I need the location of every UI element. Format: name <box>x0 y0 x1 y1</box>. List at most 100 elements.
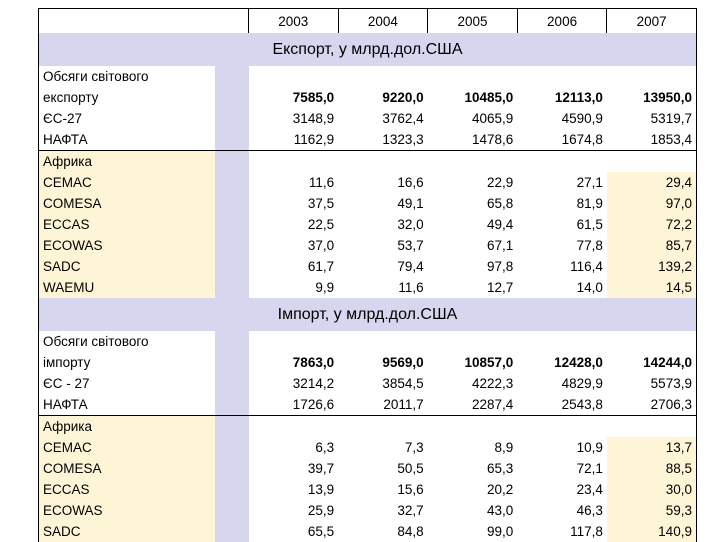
world-value: 13950,0 <box>606 87 697 108</box>
africa-row-value: 61,7 <box>307 259 335 274</box>
world-value: 7585,0 <box>292 90 335 105</box>
stripe-header-cell <box>214 8 249 33</box>
empty-cell <box>517 66 607 87</box>
world-label: Обсяги світового <box>38 331 215 352</box>
empty-cell <box>427 150 518 172</box>
table-row: CEMAC 11,6 16,6 22,9 27,1 29,4 <box>38 172 697 193</box>
table-row: ECOWAS 25,9 32,7 43,0 46,3 59,3 <box>38 500 697 521</box>
empty-cell <box>427 415 518 437</box>
world-value: 9220,0 <box>382 90 424 105</box>
africa-row-value: 116,4 <box>570 259 603 274</box>
world-value: 14244,0 <box>606 352 697 373</box>
world-value: 10485,0 <box>464 90 514 105</box>
row-value: 1323,3 <box>382 132 424 147</box>
stripe-cell <box>214 193 249 214</box>
row-value: 3214,2 <box>292 376 335 391</box>
africa-row-value: 81,9 <box>576 196 603 211</box>
empty-cell <box>248 150 339 172</box>
year-header: 2005 <box>427 8 518 33</box>
africa-row-label: CEMAC <box>38 172 215 193</box>
africa-row-value: 67,1 <box>487 238 514 253</box>
stripe-cell <box>214 394 249 416</box>
africa-row-label: ECOWAS <box>38 500 215 521</box>
africa-row-value: 72,2 <box>606 214 697 235</box>
stripe-cell <box>214 437 249 458</box>
row-label: ЄС - 27 <box>38 373 215 394</box>
trade-table: 2003 2004 2005 2006 2007 Експорт, у млрд.дол.… <box>38 8 697 542</box>
row-value: 3148,9 <box>292 111 335 126</box>
africa-row-value: 32,0 <box>397 217 424 232</box>
world-label: Обсяги світового <box>38 66 215 87</box>
africa-row-value: 22,5 <box>307 217 335 232</box>
year-header: 2006 <box>516 8 607 33</box>
stripe-cell <box>214 256 249 277</box>
stripe-cell <box>214 150 249 172</box>
africa-row-value: 46,3 <box>576 503 603 518</box>
world-label-line2: експорту <box>38 87 215 108</box>
africa-row-value: 85,7 <box>606 235 697 256</box>
stripe-cell <box>214 172 249 193</box>
row-value: 1162,9 <box>293 132 335 147</box>
table-row: COMESA 37,5 49,1 65,8 81,9 97,0 <box>38 193 697 214</box>
africa-row-value: 22,9 <box>487 175 514 190</box>
empty-cell <box>428 66 518 87</box>
africa-row-value: 7,3 <box>404 440 424 455</box>
export-section-header: Експорт, у млрд.дол.США <box>38 33 697 66</box>
world-value: 10857,0 <box>464 355 514 370</box>
africa-row-label: ECOWAS <box>38 235 215 256</box>
row-value: 3854,5 <box>382 376 424 391</box>
africa-row-value: 11,6 <box>398 280 424 295</box>
import-world-label-row: Обсяги світового <box>38 331 697 352</box>
stripe-cell <box>214 129 249 151</box>
import-section-title: Імпорт, у млрд.дол.США <box>38 298 697 331</box>
africa-row-value: 117,8 <box>570 524 603 539</box>
world-value: 12113,0 <box>554 90 603 105</box>
africa-row-value: 72,1 <box>576 461 603 476</box>
africa-row-value: 37,0 <box>307 238 335 253</box>
stripe-cell <box>214 331 249 352</box>
row-value: 3762,4 <box>382 111 424 126</box>
table-row: CEMAC 6,3 7,3 8,9 10,9 13,7 <box>38 437 697 458</box>
row-value: 2287,4 <box>471 397 514 412</box>
year-header-row: 2003 2004 2005 2006 2007 <box>38 8 697 33</box>
table-row: НАФТА 1162,9 1323,3 1478,6 1674,8 1853,4 <box>38 129 697 151</box>
africa-row-value: 27,1 <box>576 175 603 190</box>
africa-label: Африка <box>38 150 215 172</box>
africa-row-label: COMESA <box>38 458 215 479</box>
africa-row-value: 29,4 <box>606 172 697 193</box>
table-row: НАФТА 1726,6 2011,7 2287,4 2543,8 2706,3 <box>38 394 697 416</box>
row-value: 4829,9 <box>561 376 603 391</box>
africa-row-value: 10,9 <box>576 440 603 455</box>
empty-cell <box>249 331 339 352</box>
empty-cell <box>606 66 697 87</box>
world-value: 12428,0 <box>554 355 603 370</box>
import-africa-label-row: Африка <box>38 415 697 437</box>
stripe-cell <box>214 87 249 108</box>
africa-row-value: 43,0 <box>487 503 514 518</box>
empty-cell <box>517 331 607 352</box>
stripe-cell <box>214 108 249 129</box>
stripe-cell <box>214 277 249 298</box>
year-header: 2004 <box>337 8 428 33</box>
empty-cell <box>338 66 428 87</box>
stripe-cell <box>214 352 249 373</box>
africa-row-value: 25,9 <box>307 503 335 518</box>
africa-row-value: 65,3 <box>487 461 514 476</box>
row-label: НАФТА <box>38 394 215 416</box>
africa-row-value: 84,8 <box>397 524 424 539</box>
africa-row-value: 97,0 <box>606 193 697 214</box>
africa-row-value: 59,3 <box>606 500 697 521</box>
row-label: НАФТА <box>38 129 215 151</box>
africa-row-value: 50,5 <box>397 461 424 476</box>
africa-row-value: 12,7 <box>487 280 514 295</box>
empty-cell <box>249 66 339 87</box>
africa-row-value: 97,8 <box>487 259 514 274</box>
table-row: ECOWAS 37,0 53,7 67,1 77,8 85,7 <box>38 235 697 256</box>
table-row: SADC 61,7 79,4 97,8 116,4 139,2 <box>38 256 697 277</box>
africa-row-value: 23,4 <box>576 482 603 497</box>
africa-row-value: 77,8 <box>576 238 603 253</box>
import-section-header: Імпорт, у млрд.дол.США <box>38 298 697 331</box>
africa-row-value: 13,9 <box>307 482 335 497</box>
africa-row-value: 6,3 <box>315 440 335 455</box>
africa-row-value: 53,7 <box>397 238 424 253</box>
